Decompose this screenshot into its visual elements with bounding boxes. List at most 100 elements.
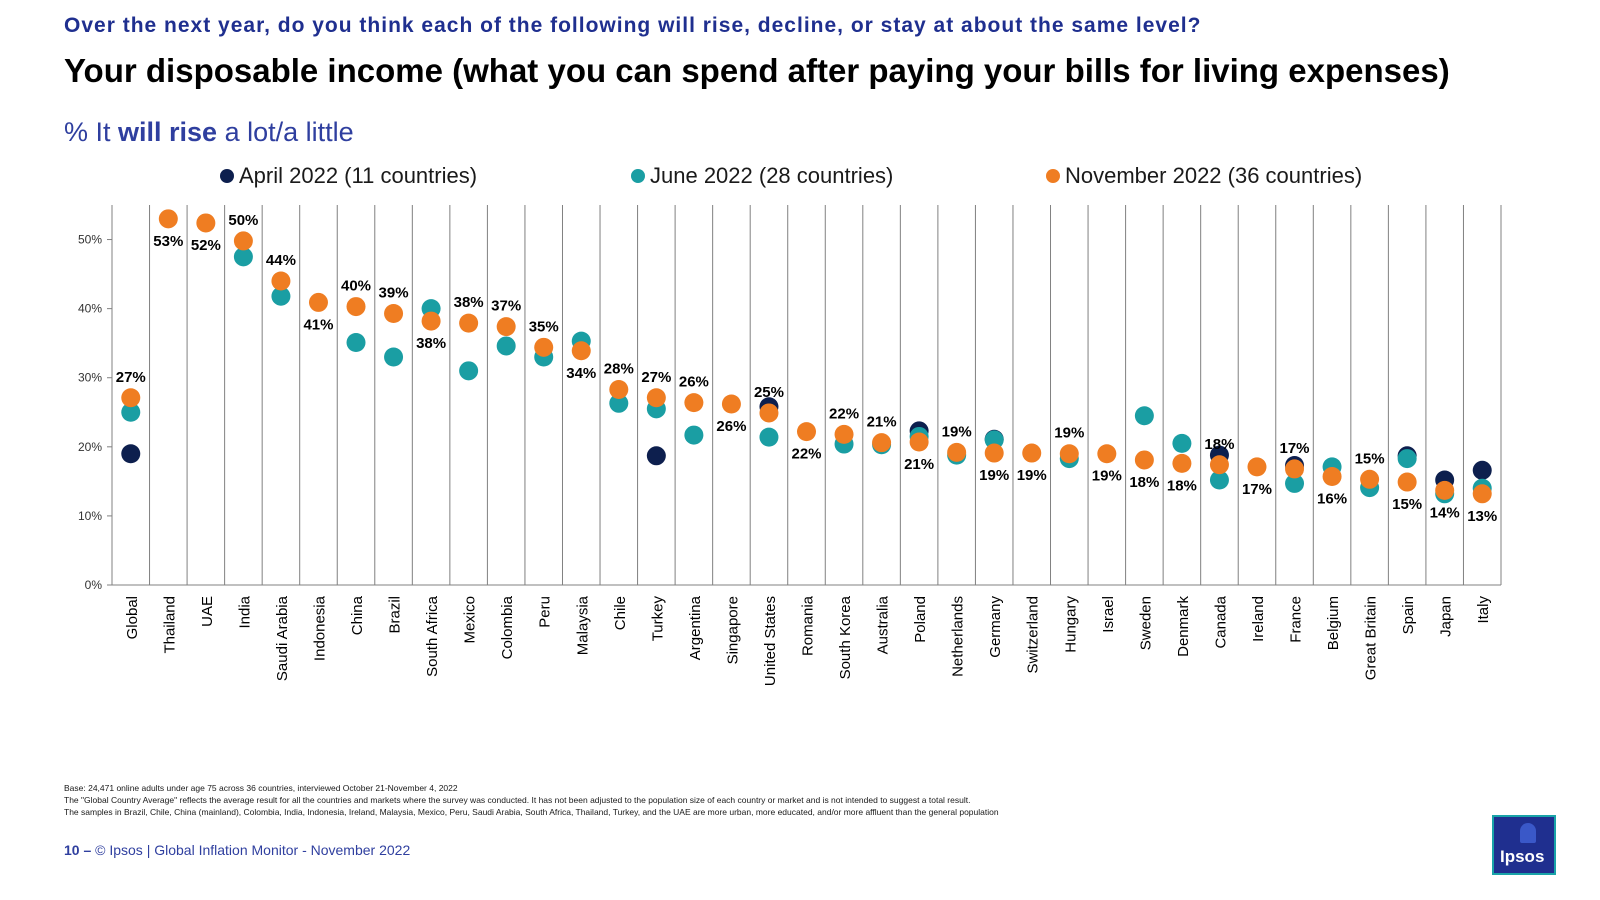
y-tick-label: 10% — [78, 509, 102, 523]
june-point — [233, 247, 253, 267]
november-point — [646, 388, 666, 408]
data-label: 18% — [1204, 436, 1234, 453]
june-point — [459, 361, 479, 381]
data-label: 22% — [829, 405, 859, 422]
legend-november-marker — [1046, 169, 1060, 183]
x-category-label: Great Britain — [1363, 596, 1380, 680]
x-category-label: Turkey — [649, 596, 666, 642]
logo-text: Ipsos — [1500, 847, 1545, 866]
chart-subtitle: % It will rise a lot/a little — [64, 117, 354, 148]
data-label: 40% — [341, 278, 371, 295]
june-point — [121, 402, 141, 422]
data-label: 28% — [604, 360, 634, 377]
data-label: 27% — [641, 369, 671, 386]
x-category-label: Sweden — [1137, 596, 1154, 650]
november-point — [271, 271, 291, 291]
june-point — [1285, 473, 1305, 493]
november-point — [1247, 457, 1267, 477]
x-category-label: Netherlands — [950, 596, 967, 677]
november-point — [1022, 443, 1042, 463]
legend-june-label: June 2022 (28 countries) — [650, 163, 894, 188]
april-point — [121, 444, 141, 464]
x-category-label: Hungary — [1062, 596, 1079, 653]
data-label: 17% — [1280, 440, 1310, 457]
x-category-label: Canada — [1212, 595, 1229, 648]
april-point — [1472, 460, 1492, 480]
data-label: 44% — [266, 252, 296, 269]
data-label: 19% — [979, 467, 1009, 484]
x-category-label: Mexico — [462, 596, 479, 644]
november-point — [834, 424, 854, 444]
data-label: 19% — [1054, 425, 1084, 442]
data-label: 26% — [716, 418, 746, 435]
november-point — [1397, 472, 1417, 492]
x-category-label: South Korea — [837, 595, 854, 679]
data-label: 39% — [379, 284, 409, 301]
data-label: 37% — [491, 298, 521, 315]
y-tick-label: 40% — [78, 302, 102, 316]
november-point — [158, 209, 178, 229]
november-point — [1209, 455, 1229, 475]
x-category-label: Denmark — [1175, 596, 1192, 657]
legend-november: November 2022 (36 countries) — [1046, 163, 1362, 189]
x-category-label: Global — [124, 596, 141, 639]
november-point — [797, 422, 816, 442]
november-point — [496, 317, 516, 337]
november-point — [233, 231, 253, 251]
data-label: 19% — [942, 423, 972, 440]
data-label: 19% — [1017, 467, 1047, 484]
footer-text: © Ipsos | Global Inflation Monitor - Nov… — [91, 842, 411, 858]
november-point — [947, 442, 967, 462]
x-category-label: South Africa — [424, 595, 441, 677]
x-category-label: Ireland — [1250, 596, 1267, 642]
data-label: 13% — [1467, 508, 1497, 525]
legend-november-label: November 2022 (36 countries) — [1065, 163, 1363, 188]
x-category-label: Germany — [987, 596, 1004, 658]
november-point — [308, 292, 328, 312]
november-point — [759, 403, 779, 423]
november-point — [909, 432, 929, 452]
subtitle-bold: will rise — [118, 117, 218, 147]
november-point — [196, 213, 216, 233]
y-tick-label: 20% — [78, 440, 102, 454]
data-label: 16% — [1317, 491, 1347, 508]
x-category-label: United States — [762, 596, 779, 686]
data-label: 50% — [228, 212, 258, 229]
x-category-label: India — [236, 595, 253, 628]
x-category-label: Spain — [1400, 596, 1417, 634]
x-category-label: Brazil — [387, 596, 404, 634]
november-point — [1472, 484, 1492, 504]
data-label: 38% — [416, 335, 446, 352]
november-point — [984, 443, 1004, 463]
legend-april-marker — [220, 169, 234, 183]
x-category-label: Australia — [875, 595, 892, 654]
june-point — [1209, 470, 1229, 490]
x-category-label: Japan — [1438, 596, 1455, 637]
november-point — [1097, 444, 1117, 464]
november-point — [1285, 459, 1305, 479]
november-point — [609, 379, 629, 399]
data-label: 27% — [116, 369, 146, 386]
november-point — [571, 341, 591, 361]
data-label: 15% — [1355, 450, 1385, 467]
data-label: 17% — [1242, 481, 1272, 498]
data-label: 53% — [153, 233, 183, 250]
footnote-base: Base: 24,471 online adults under age 75 … — [64, 783, 458, 793]
question-text: Over the next year, do you think each of… — [64, 14, 1202, 37]
y-tick-label: 0% — [85, 578, 103, 592]
ipsos-logo: Ipsos — [1492, 815, 1556, 875]
x-category-label: Chile — [612, 596, 629, 630]
subtitle-post: a lot/a little — [217, 117, 354, 147]
x-category-label: Switzerland — [1025, 596, 1042, 674]
data-label: 22% — [791, 446, 821, 463]
april-point — [646, 446, 666, 466]
data-label: 18% — [1129, 474, 1159, 491]
data-label: 21% — [867, 414, 897, 431]
data-label: 21% — [904, 456, 934, 473]
x-category-label: France — [1288, 596, 1305, 643]
november-point — [1059, 444, 1079, 464]
november-point — [1172, 453, 1192, 473]
june-point — [271, 286, 291, 306]
data-label: 35% — [529, 318, 559, 335]
june-point — [496, 336, 516, 356]
